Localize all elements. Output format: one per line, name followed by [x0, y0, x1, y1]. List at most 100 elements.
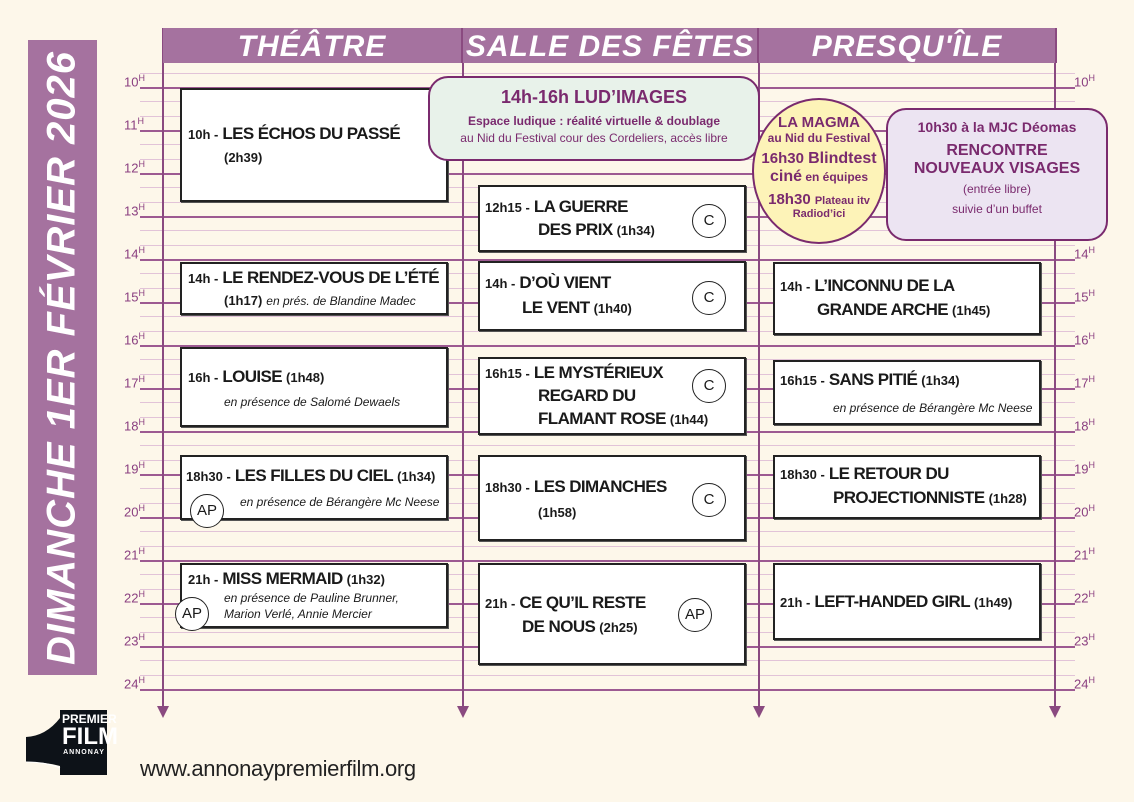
event-duration: (1h44) — [669, 412, 709, 427]
event-d-ou-vient-le-vent[interactable]: 14h - D’OÙ VIENT LE VENT (1h40) C — [478, 261, 746, 331]
grid-minor-line — [140, 546, 1075, 547]
logo-text-annonay: ANNONAY — [63, 749, 105, 756]
column-header-salle-des-fetes: SALLE DES FÊTES — [463, 28, 759, 63]
ludimages-title: 14h-16h LUD’IMAGES — [500, 87, 688, 107]
event-title: LE RENDEZ-VOUS DE L’ÉTÉ — [222, 268, 440, 287]
magma-blindtest: 16h30 Blindtest — [761, 150, 877, 167]
event-duration: (1h34) — [921, 373, 960, 388]
event-title: LES FILLES DU CIEL — [234, 466, 394, 485]
event-duration: (1h17) — [224, 293, 263, 308]
column-divider — [162, 28, 164, 710]
hour-label-right: 20H — [1074, 503, 1095, 520]
grid-minor-line — [140, 73, 1075, 74]
event-guest: Marion Verlé, Annie Mercier — [224, 607, 372, 621]
event-la-guerre-des-prix[interactable]: 12h15 - LA GUERRE DES PRIX (1h34) C — [478, 185, 746, 252]
badge-ap: AP — [190, 494, 224, 528]
mjc-title: RENCONTRE — [946, 142, 1048, 159]
event-les-filles-du-ciel[interactable]: 18h30 - LES FILLES DU CIEL (1h34) en prése… — [180, 455, 448, 520]
event-time: 18h30 - — [485, 480, 530, 495]
hour-label-left: 15H — [124, 288, 145, 305]
event-left-handed-girl[interactable]: 21h - LEFT-HANDED GIRL (1h49) — [773, 563, 1041, 640]
grid-hour-line — [140, 259, 1075, 261]
event-title: GRANDE ARCHE — [817, 300, 949, 319]
hour-label-right: 18H — [1074, 417, 1095, 434]
arrow-down-icon — [753, 706, 765, 718]
event-sans-pitie[interactable]: 16h15 - SANS PITIÉ (1h34) en présence de B… — [773, 360, 1041, 425]
hour-label-left: 24H — [124, 675, 145, 692]
hour-label-right: 16H — [1074, 331, 1095, 348]
hour-label-right: 14H — [1074, 245, 1095, 262]
grid-hour-line — [140, 173, 1075, 175]
grid-minor-line — [140, 675, 1075, 676]
ludimages-box[interactable]: 14h-16h LUD’IMAGES Espace ludique : réal… — [428, 76, 760, 161]
hour-label-left: 20H — [124, 503, 145, 520]
column-header-theatre: THÉÂTRE — [163, 28, 463, 63]
event-title: D’OÙ VIENT — [519, 273, 611, 292]
event-title: LE RETOUR DU — [828, 464, 950, 483]
ludimages-location: au Nid du Festival cour des Cordeliers, … — [460, 131, 728, 145]
event-title: LES DIMANCHES — [533, 477, 668, 496]
hour-label-left: 14H — [124, 245, 145, 262]
event-title: DES PRIX — [538, 220, 613, 239]
event-time: 16h15 - — [780, 373, 825, 388]
event-time: 14h - — [780, 279, 811, 294]
hour-label-right: 17H — [1074, 374, 1095, 391]
event-duration: (1h40) — [593, 301, 632, 316]
magma-location: au Nid du Festival — [767, 131, 871, 145]
event-guest: en prés. de Blandine Madec — [266, 294, 416, 308]
logo-shape — [25, 710, 107, 775]
hour-label-right: 24H — [1074, 675, 1095, 692]
badge-ap: AP — [175, 597, 209, 631]
event-guest: en présence de Bérangère Mc Neese — [240, 495, 440, 509]
column-divider — [462, 28, 464, 710]
magma-circle[interactable]: LA MAGMA au Nid du Festival 16h30 Blindt… — [752, 98, 886, 244]
event-le-rendez-vous-de-l-ete[interactable]: 14h - LE RENDEZ-VOUS DE L’ÉTÉ (1h17) en pr… — [180, 262, 448, 315]
event-time: 16h15 - — [485, 366, 530, 381]
mjc-box[interactable]: 10h30 à la MJC Déomas RENCONTRE NOUVEAUX… — [886, 108, 1108, 241]
hour-label-right: 15H — [1074, 288, 1095, 305]
event-miss-mermaid[interactable]: 21h - MISS MERMAID (1h32) en présence de P… — [180, 563, 448, 628]
event-l-inconnu-de-la-grande-arche[interactable]: 14h - L’INCONNU DE LA GRANDE ARCHE (1h45) — [773, 262, 1041, 335]
column-divider — [758, 28, 760, 710]
event-les-dimanches[interactable]: 18h30 - LES DIMANCHES (1h58) C — [478, 455, 746, 541]
arrow-down-icon — [457, 706, 469, 718]
event-title: PROJECTIONNISTE — [833, 488, 985, 507]
event-title: FLAMANT ROSE — [538, 409, 666, 428]
event-duration: (1h45) — [952, 303, 991, 318]
event-title: LE MYSTÉRIEUX — [533, 363, 664, 382]
event-time: 12h15 - — [485, 200, 530, 215]
hour-label-right: 10H — [1074, 73, 1095, 90]
event-title: LE VENT — [522, 298, 590, 317]
event-guest: en présence de Pauline Brunner, — [224, 591, 399, 605]
event-ce-qu-il-reste-de-nous[interactable]: 21h - CE QU’IL RESTE DE NOUS (2h25) AP — [478, 563, 746, 665]
grid-hour-line — [140, 689, 1075, 691]
event-louise[interactable]: 16h - LOUISE (1h48) en présence de Salomé … — [180, 347, 448, 427]
column-divider — [1054, 28, 1056, 710]
event-title: LOUISE — [222, 367, 283, 386]
hour-label-left: 11H — [124, 116, 144, 133]
hour-label-left: 17H — [124, 374, 145, 391]
hour-label-left: 13H — [124, 202, 145, 219]
event-title: LEFT-HANDED GIRL — [814, 592, 971, 611]
mjc-buffet: suivie d’un buffet — [952, 202, 1042, 216]
hour-label-left: 19H — [124, 460, 145, 477]
grid-minor-line — [140, 331, 1075, 332]
hour-label-right: 19H — [1074, 460, 1095, 477]
logo-text-film: FILM — [62, 723, 118, 750]
event-time: 21h - — [188, 572, 219, 587]
event-le-retour-du-projectionniste[interactable]: 18h30 - LE RETOUR DU PROJECTIONNISTE (1h28… — [773, 455, 1041, 519]
mjc-entry: (entrée libre) — [962, 182, 1032, 196]
hour-label-left: 21H — [124, 546, 145, 563]
event-les-echos-du-passe[interactable]: 10h - LES ÉCHOS DU PASSÉ (2h39) — [180, 88, 448, 202]
badge-c: C — [692, 281, 726, 315]
event-duration: (1h34) — [616, 223, 655, 238]
hour-label-left: 23H — [124, 632, 145, 649]
website-link[interactable]: www.annonaypremierfilm.org — [140, 756, 416, 781]
event-le-mysterieux-regard-du-flamant-rose[interactable]: 16h15 - LE MYSTÉRIEUX REGARD DU FLAMANT R… — [478, 357, 746, 435]
hour-label-left: 18H — [124, 417, 145, 434]
grid-hour-line — [140, 345, 1075, 347]
hour-label-left: 10H — [124, 73, 145, 90]
grid-hour-line — [140, 560, 1075, 562]
mjc-title-2: NOUVEAUX VISAGES — [913, 160, 1081, 177]
badge-c: C — [692, 204, 726, 238]
